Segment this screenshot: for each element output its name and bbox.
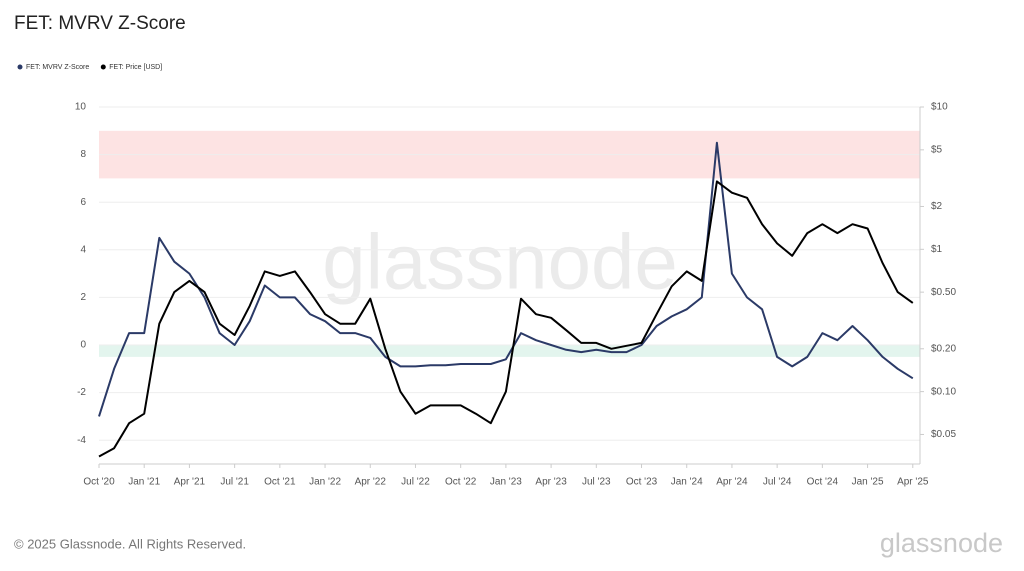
legend-swatch (17, 64, 23, 70)
x-tick-label: Oct '23 (626, 477, 658, 488)
x-tick-label: Oct '22 (445, 477, 477, 488)
watermark: glassnode (322, 218, 678, 306)
x-tick-label: Apr '24 (716, 477, 748, 488)
y-tick-label: -2 (77, 387, 86, 398)
x-tick-label: Apr '25 (897, 477, 929, 488)
x-tick-label: Apr '23 (535, 477, 567, 488)
x-tick-label: Oct '21 (264, 477, 296, 488)
x-tick-label: Oct '20 (83, 477, 115, 488)
legend-label: FET: MVRV Z-Score (26, 64, 89, 71)
x-tick-label: Jul '21 (220, 477, 249, 488)
x-tick-label: Jan '25 (852, 477, 884, 488)
x-tick-label: Oct '24 (807, 477, 839, 488)
y-tick-label: 6 (80, 197, 86, 208)
y2-tick-label: $5 (931, 144, 943, 155)
x-tick-label: Jan '21 (128, 477, 160, 488)
chart-title: FET: MVRV Z-Score (14, 13, 186, 34)
x-tick-label: Apr '22 (355, 477, 387, 488)
x-tick-label: Jan '22 (309, 477, 341, 488)
y2-tick-label: $0.10 (931, 386, 956, 397)
x-tick-label: Jan '24 (671, 477, 703, 488)
y-tick-label: -4 (77, 435, 86, 446)
series-line (98, 180, 914, 458)
x-tick-label: Jul '23 (582, 477, 611, 488)
footer: © 2025 Glassnode. All Rights Reserved. (14, 536, 246, 551)
x-tick-label: Apr '21 (174, 477, 206, 488)
y2-tick-label: $2 (931, 201, 943, 212)
threshold-band (99, 345, 920, 357)
series-line (98, 141, 914, 417)
y-tick-label: 4 (80, 244, 86, 255)
y2-tick-label: $0.50 (931, 287, 956, 298)
x-tick-label: Jan '23 (490, 477, 522, 488)
y-tick-label: 8 (80, 149, 86, 160)
legend-label: FET: Price [USD] (109, 64, 162, 71)
y2-tick-label: $1 (931, 244, 943, 255)
y2-tick-label: $10 (931, 102, 948, 113)
legend-swatch (100, 64, 106, 70)
y-tick-label: 10 (75, 102, 87, 113)
x-tick-label: Jul '24 (763, 477, 792, 488)
x-tick-label: Jul '22 (401, 477, 430, 488)
y-tick-label: 0 (80, 340, 86, 351)
y2-tick-label: $0.05 (931, 429, 956, 440)
y2-tick-label: $0.20 (931, 343, 956, 354)
watermark-logo: glassnode (880, 528, 1003, 558)
y-tick-label: 2 (80, 292, 86, 303)
